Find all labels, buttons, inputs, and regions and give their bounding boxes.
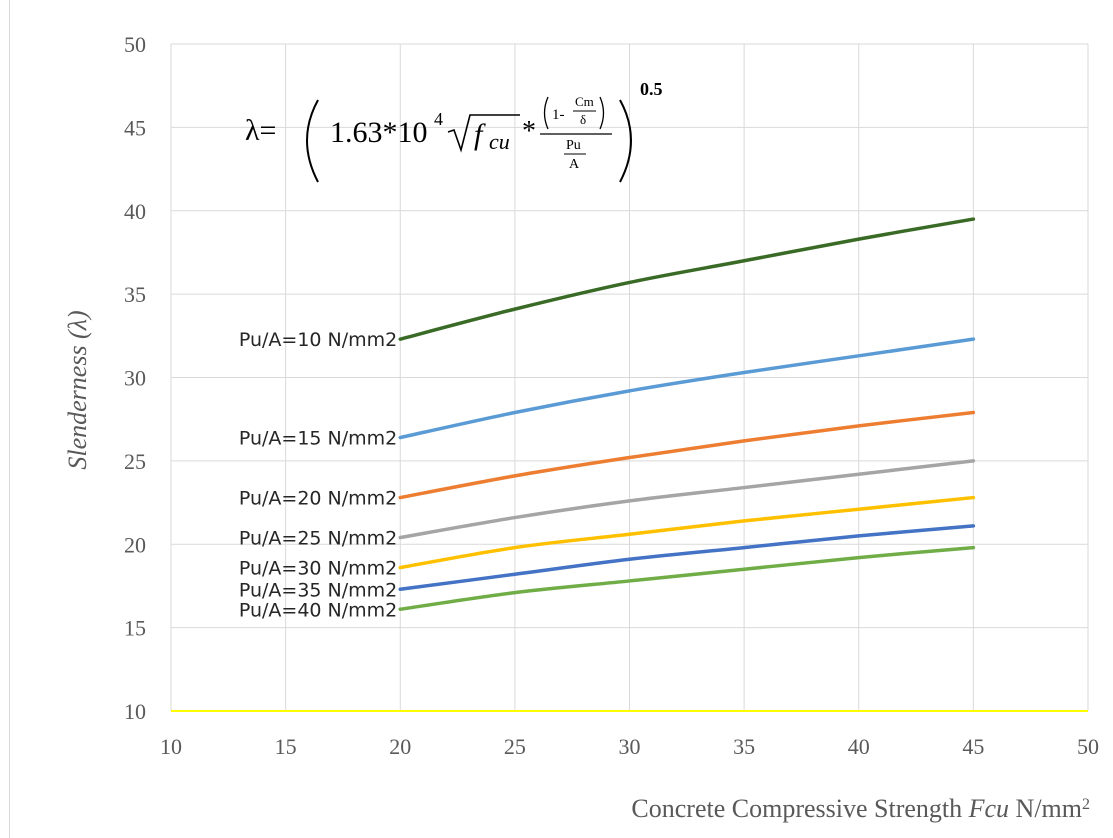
- y-tick-label: 25: [124, 449, 146, 474]
- formula-power: 0.5: [640, 79, 663, 99]
- formula-right-paren: [619, 99, 632, 183]
- series-line: [398, 459, 976, 540]
- series-line: [398, 217, 976, 341]
- y-tick-labels: 10 15 20 25 30 35 40 45 50: [124, 32, 146, 724]
- x-tick-label: 30: [619, 734, 641, 759]
- series-line: [398, 495, 976, 570]
- y-tick-label: 45: [124, 115, 146, 140]
- series-label: Pu/A=10 N/mm2: [239, 329, 397, 351]
- x-axis-title-var: Fcu: [968, 794, 1009, 823]
- y-tick-label: 35: [124, 282, 146, 307]
- series-line: [398, 545, 976, 612]
- x-axis-title-main: Concrete Compressive Strength: [631, 794, 968, 823]
- x-tick-label: 50: [1077, 734, 1099, 759]
- formula-star: *: [522, 116, 536, 147]
- formula-lhs: λ=: [245, 114, 276, 147]
- x-tick-label: 20: [389, 734, 411, 759]
- y-tick-label: 10: [124, 699, 146, 724]
- x-tick-label: 25: [504, 734, 526, 759]
- y-tick-label: 15: [124, 616, 146, 641]
- series-lines: [398, 217, 976, 612]
- y-axis-title: Slenderness (λ): [63, 310, 92, 469]
- y-tick-label: 30: [124, 366, 146, 391]
- formula-one-minus: 1-: [552, 107, 565, 123]
- series-line: [398, 410, 976, 500]
- series-label: Pu/A=30 N/mm2: [239, 558, 397, 580]
- left-border-rule: [9, 0, 10, 838]
- series-label: Pu/A=25 N/mm2: [239, 528, 397, 550]
- x-axis-title-unit: N/mm: [1009, 794, 1082, 823]
- x-tick-label: 15: [275, 734, 297, 759]
- x-tick-labels: 10 15 20 25 30 35 40 45 50: [160, 734, 1099, 759]
- formula-cm: Cm: [575, 94, 594, 109]
- series-line: [398, 337, 976, 440]
- formula-pu: Pu: [566, 138, 581, 153]
- x-tick-label: 40: [848, 734, 870, 759]
- formula-coef: 1.63*10: [330, 116, 428, 149]
- formula-inner-right-paren: [599, 96, 605, 130]
- series-label: Pu/A=15 N/mm2: [239, 428, 397, 450]
- formula-inner-left-paren: [543, 96, 549, 130]
- formula-var-sub: cu: [489, 129, 510, 154]
- x-tick-label: 45: [962, 734, 984, 759]
- formula-var: f: [474, 118, 486, 151]
- x-tick-label: 35: [733, 734, 755, 759]
- series-label: Pu/A=40 N/mm2: [239, 599, 397, 621]
- series-line: [398, 524, 976, 592]
- formula-exp: 4: [434, 109, 443, 129]
- formula-a: A: [569, 157, 580, 172]
- y-tick-label: 40: [124, 199, 146, 224]
- series-labels: Pu/A=10 N/mm2 Pu/A=15 N/mm2 Pu/A=20 N/mm2 P…: [239, 329, 397, 621]
- series-label: Pu/A=35 N/mm2: [239, 579, 397, 601]
- x-axis-title: Concrete Compressive Strength Fcu N/mm2: [631, 794, 1090, 823]
- series-label: Pu/A=20 N/mm2: [239, 488, 397, 510]
- formula-delta: δ: [580, 112, 586, 127]
- y-tick-label: 20: [124, 532, 146, 557]
- formula-sqrt-sign: [447, 114, 520, 153]
- formula-annotation: λ= 1.63*10 4 f cu * 1- Cm δ Pu A 0.5: [245, 79, 663, 183]
- formula-left-paren: [306, 99, 319, 183]
- y-tick-label: 50: [124, 32, 146, 57]
- x-axis-title-unit-exp: 2: [1082, 796, 1090, 813]
- gridlines: [170, 43, 1089, 712]
- x-tick-label: 10: [160, 734, 182, 759]
